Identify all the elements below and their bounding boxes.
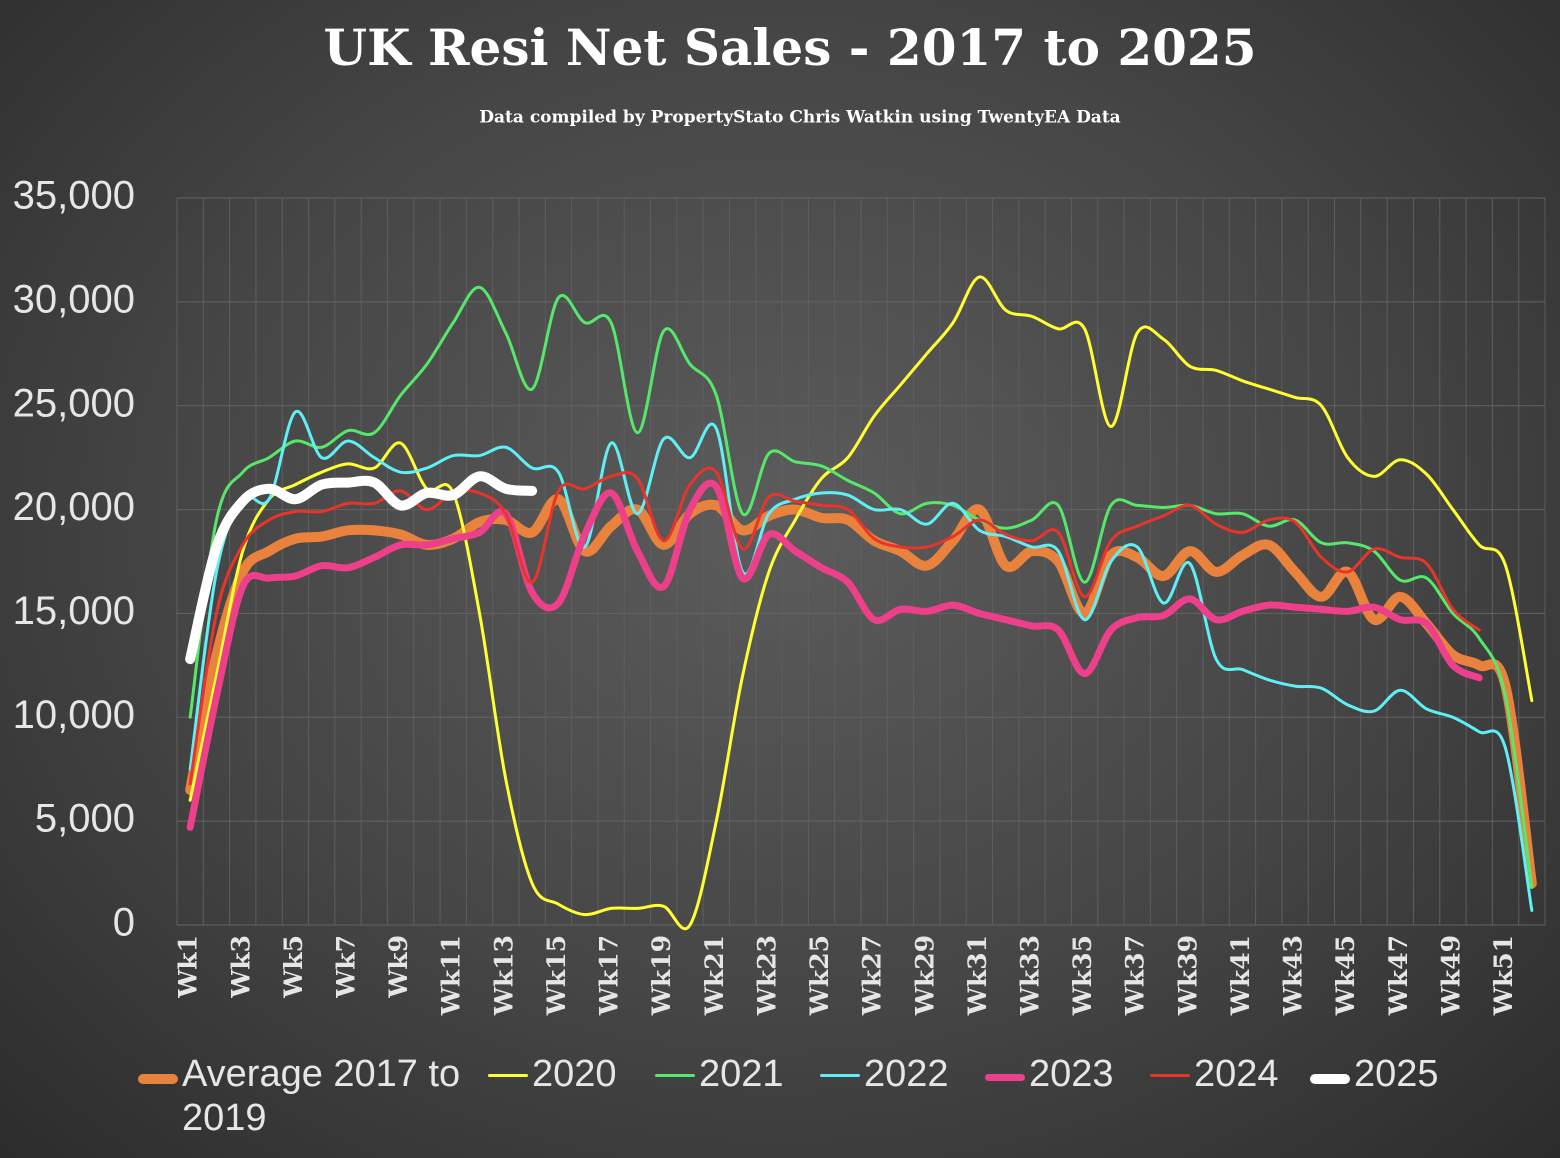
y-tick-label: 0 [113, 901, 135, 945]
legend-swatch [138, 1074, 178, 1084]
legend-item: 2024 [1150, 1052, 1279, 1096]
x-tick-label: Wk9 [384, 935, 413, 999]
x-tick-label: Wk23 [752, 935, 781, 1016]
legend-label: 2024 [1194, 1053, 1279, 1095]
x-tick-label: Wk31 [963, 935, 992, 1016]
x-tick-label: Wk3 [226, 935, 255, 999]
x-tick-label: Wk19 [647, 935, 676, 1016]
x-tick-label: Wk39 [1173, 935, 1202, 1016]
y-tick-label: 20,000 [13, 485, 135, 529]
legend-swatch [1150, 1074, 1190, 1077]
series-line [185, 494, 1537, 889]
y-tick-label: 30,000 [13, 277, 135, 321]
x-tick-label: Wk47 [1384, 935, 1413, 1016]
legend-swatch [820, 1074, 860, 1077]
x-tick-label: Wk21 [700, 935, 729, 1016]
x-tick-label: Wk49 [1436, 935, 1465, 1016]
legend-swatch [985, 1074, 1025, 1081]
series-line [188, 466, 1481, 786]
y-tick-label: 15,000 [13, 589, 135, 633]
legend-label: 2020 [532, 1053, 617, 1095]
legend-item: 2022 [820, 1052, 949, 1096]
x-tick-label: Wk1 [174, 935, 203, 999]
x-tick-label: Wk25 [805, 935, 834, 1016]
x-tick-label: Wk43 [1279, 935, 1308, 1016]
x-tick-label: Wk11 [437, 935, 466, 1016]
legend: Average 2017 to 2019 2020 2021 2022 2023 2024… [138, 1052, 1538, 1152]
grid [176, 197, 1545, 926]
x-tick-label: Wk5 [279, 935, 308, 999]
legend-swatch [488, 1074, 528, 1077]
x-tick-label: Wk13 [489, 935, 518, 1016]
legend-label: 2022 [864, 1053, 949, 1095]
x-tick-label: Wk15 [542, 935, 571, 1016]
x-tick-label: Wk27 [858, 935, 887, 1016]
x-tick-label: Wk29 [910, 935, 939, 1016]
series-line [186, 479, 1483, 831]
legend-item: 2023 [985, 1052, 1114, 1096]
chart-subtitle: Data compiled by PropertyStato Chris Wat… [479, 108, 1120, 128]
legend-item: 2021 [655, 1052, 784, 1096]
x-tick-label: Wk51 [1489, 935, 1518, 1016]
y-tick-label: 25,000 [13, 381, 135, 425]
legend-item: 2020 [488, 1052, 617, 1096]
legend-label: Average 2017 to 2019 [182, 1053, 461, 1139]
y-tick-label: 5,000 [35, 797, 135, 841]
legend-label: 2023 [1029, 1053, 1114, 1095]
x-tick-label: Wk17 [595, 935, 624, 1016]
x-tick-label: Wk37 [1121, 935, 1150, 1016]
legend-swatch [655, 1074, 695, 1077]
x-tick-label: Wk35 [1068, 935, 1097, 1016]
series-line [188, 285, 1534, 890]
chart-title: UK Resi Net Sales - 2017 to 2025 [323, 18, 1256, 77]
legend-item: Average 2017 to 2019 [138, 1052, 472, 1140]
y-tick-label: 35,000 [13, 174, 135, 218]
y-tick-label: 10,000 [13, 693, 135, 737]
x-tick-label: Wk7 [332, 935, 361, 999]
series-line [188, 275, 1534, 930]
legend-swatch [1310, 1074, 1350, 1084]
legend-label: 2021 [699, 1053, 784, 1095]
legend-item: 2025 [1310, 1052, 1439, 1096]
series-line [185, 471, 538, 665]
x-tick-label: Wk41 [1226, 935, 1255, 1016]
x-tick-label: Wk45 [1331, 935, 1360, 1016]
x-tick-label: Wk33 [1016, 935, 1045, 1016]
series-line [188, 410, 1534, 912]
legend-label: 2025 [1354, 1053, 1439, 1095]
